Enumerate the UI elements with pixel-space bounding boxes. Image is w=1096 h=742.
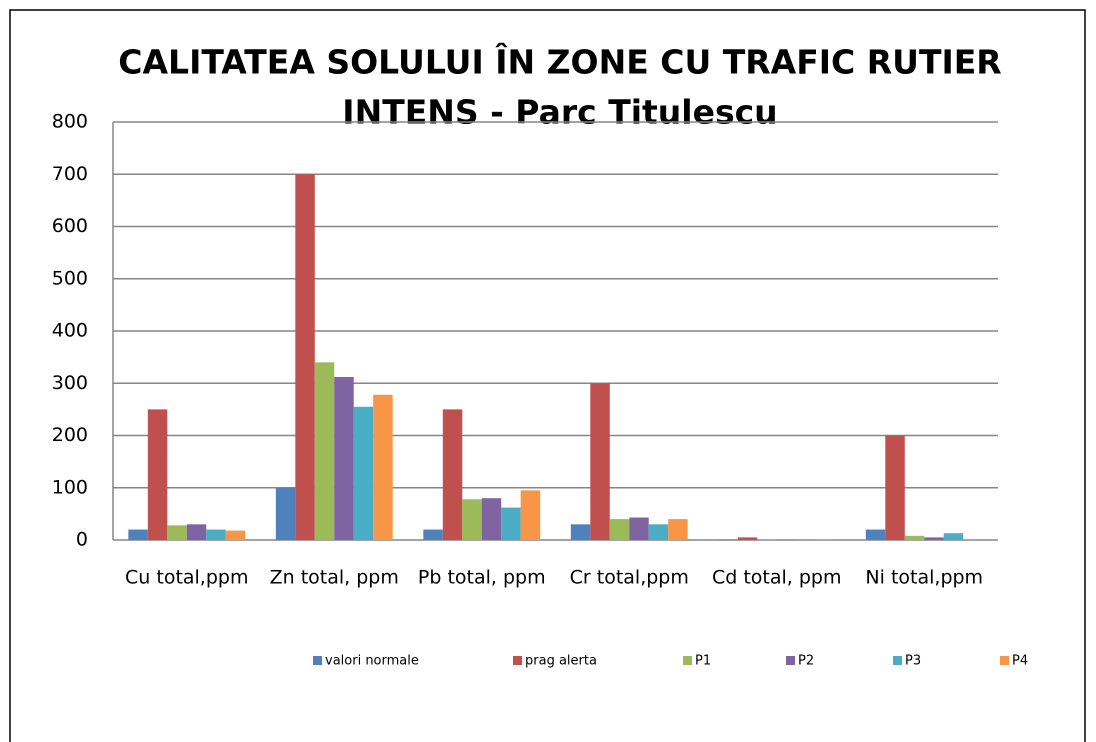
x-tick-label: Pb total, ppm: [418, 567, 546, 589]
bar: [275, 487, 296, 540]
x-tick-label: Ni total,ppm: [865, 567, 983, 589]
bar: [501, 507, 521, 540]
legend-label: P4: [1012, 654, 1028, 669]
bar: [520, 490, 541, 540]
legend-swatch: [893, 656, 902, 665]
legend-label: P2: [798, 654, 814, 669]
chart-border: [9, 9, 1086, 742]
x-tick-label: Zn total, ppm: [270, 567, 399, 589]
legend-swatch: [1000, 656, 1009, 665]
x-tick-label: Cu total,ppm: [125, 567, 248, 589]
bar: [423, 529, 443, 540]
chart-title: INTENS - Parc Titulescu: [342, 93, 777, 132]
bar: [718, 539, 738, 540]
bar: [462, 499, 482, 540]
y-tick-label: 800: [52, 111, 88, 133]
bar: [206, 529, 226, 540]
x-tick-label: Cd total, ppm: [712, 567, 842, 589]
chart-title: CALITATEA SOLULUI ÎN ZONE CU TRAFIC RUTI…: [118, 42, 1001, 82]
x-tick-label: Cr total,ppm: [570, 567, 689, 589]
y-tick-label: 200: [52, 424, 88, 446]
bar: [147, 409, 168, 540]
bar: [186, 524, 207, 540]
bar: [442, 409, 463, 540]
bar: [590, 383, 610, 540]
bar: [943, 533, 964, 540]
y-tick-label: 600: [52, 215, 88, 237]
legend-swatch: [513, 656, 522, 665]
y-tick-label: 100: [52, 476, 88, 498]
legend-label: P1: [695, 654, 711, 669]
y-tick-label: 500: [52, 267, 88, 289]
bar: [295, 174, 315, 540]
bar: [373, 394, 393, 540]
bar: [167, 525, 187, 540]
bar: [648, 524, 669, 540]
legend-label: P3: [905, 654, 921, 669]
bar: [609, 519, 630, 540]
legend-label: prag alerta: [525, 654, 597, 669]
bar: [737, 537, 758, 540]
bar: [314, 362, 335, 540]
bar: [570, 524, 591, 540]
legend-label: valori normale: [325, 654, 419, 669]
legend-swatch: [683, 656, 692, 665]
bar: [334, 376, 354, 540]
bar: [481, 498, 502, 540]
bar: [865, 529, 886, 540]
y-tick-label: 700: [52, 163, 88, 185]
legend-swatch: [786, 656, 795, 665]
bar: [668, 519, 688, 540]
y-tick-label: 300: [52, 372, 88, 394]
y-tick-label: 400: [52, 320, 88, 342]
y-tick-label: 0: [76, 529, 88, 551]
bar: [924, 537, 944, 540]
bar: [128, 529, 148, 540]
bar: [225, 530, 246, 540]
bar: [885, 435, 905, 540]
bar: [904, 535, 925, 540]
legend-swatch: [313, 656, 322, 665]
bar: [629, 517, 649, 540]
bar: [353, 406, 374, 540]
